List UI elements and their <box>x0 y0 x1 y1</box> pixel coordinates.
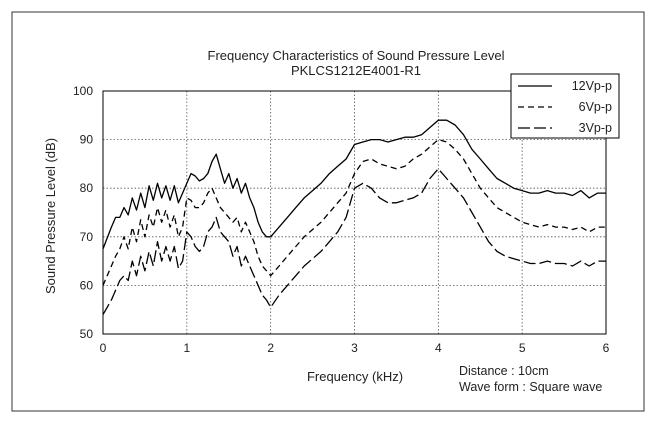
series-line-12Vp-p <box>102 119 606 250</box>
series-line-3Vp-p <box>102 168 606 315</box>
legend-label: 6Vp-p <box>579 100 612 114</box>
chart-subtitle: PKLCS1212E4001-R1 <box>291 63 421 78</box>
x-tick-label: 1 <box>183 341 190 355</box>
y-tick-label: 60 <box>80 278 94 292</box>
y-tick-label: 90 <box>80 133 94 147</box>
x-tick-label: 3 <box>351 341 358 355</box>
chart-title: Frequency Characteristics of Sound Press… <box>208 48 505 63</box>
x-axis-label: Frequency (kHz) <box>307 369 403 384</box>
legend-label: 12Vp-p <box>572 79 612 93</box>
y-axis-label: Sound Pressure Level (dB) <box>43 138 58 294</box>
plot-area <box>102 90 607 335</box>
x-tick-label: 4 <box>435 341 442 355</box>
legend-label: 3Vp-p <box>579 121 612 135</box>
y-tick-label: 100 <box>73 84 93 98</box>
axis-ticks: 0 1 2 3 4 5 6 50 60 70 80 90 100 <box>73 84 610 355</box>
y-tick-label: 50 <box>80 327 94 341</box>
x-tick-label: 0 <box>100 341 107 355</box>
y-tick-label: 80 <box>80 181 94 195</box>
legend-box <box>510 73 620 139</box>
y-tick-label: 70 <box>80 230 94 244</box>
series-line-6Vp-p <box>102 138 606 286</box>
x-tick-label: 2 <box>267 341 274 355</box>
legend: 12Vp-p 6Vp-p 3Vp-p <box>510 73 620 139</box>
series-layer <box>102 119 606 315</box>
x-tick-label: 6 <box>603 341 610 355</box>
waveform-note: Wave form : Square wave <box>459 380 602 394</box>
x-tick-label: 5 <box>519 341 526 355</box>
distance-note: Distance : 10cm <box>459 364 549 378</box>
